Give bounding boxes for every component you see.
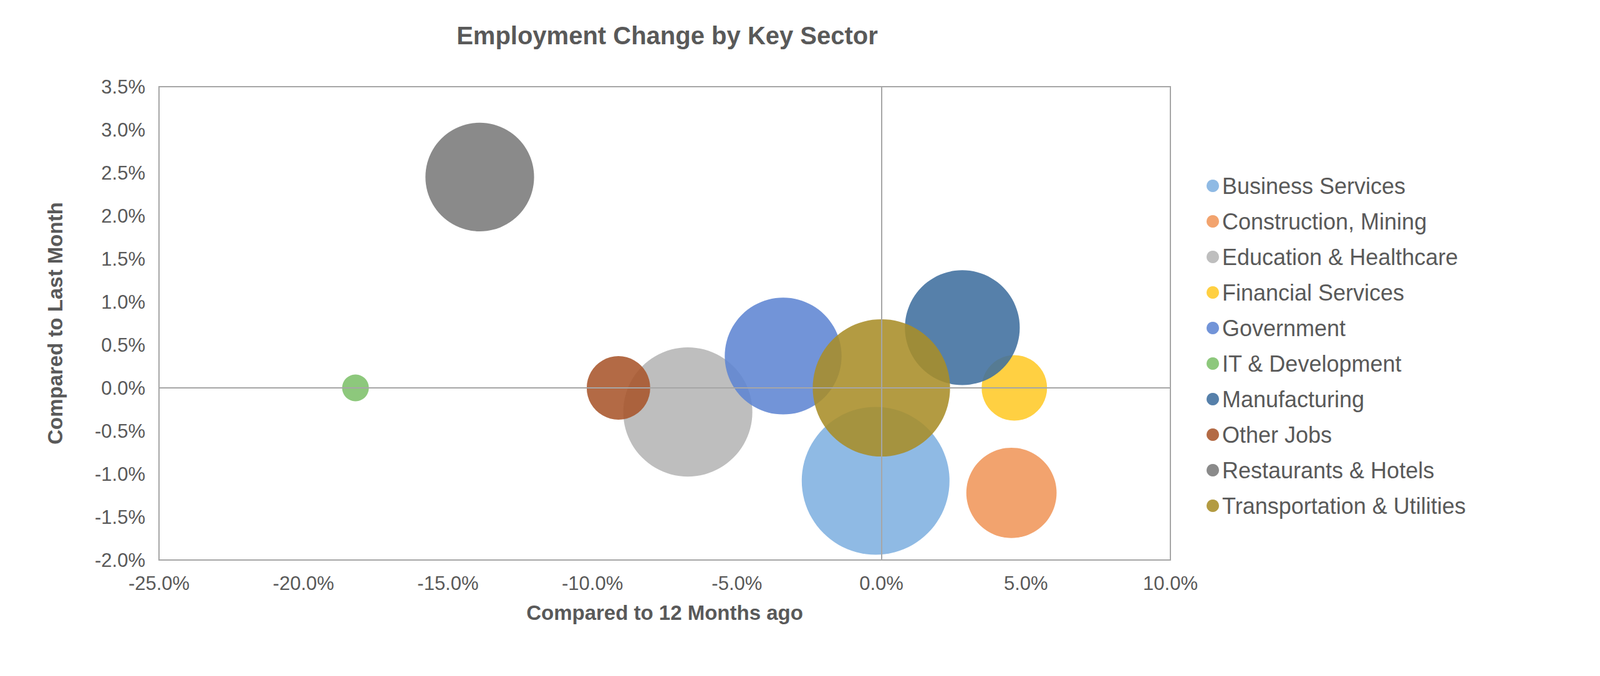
svg-text:-2.0%: -2.0% bbox=[94, 549, 146, 572]
svg-text:IT & Development: IT & Development bbox=[1222, 351, 1402, 377]
svg-text:1.0%: 1.0% bbox=[101, 291, 146, 314]
svg-text:Compared to 12 Months ago: Compared to 12 Months ago bbox=[526, 601, 804, 625]
svg-text:Government: Government bbox=[1222, 315, 1346, 342]
svg-text:Business Services: Business Services bbox=[1222, 173, 1406, 199]
svg-text:Manufacturing: Manufacturing bbox=[1222, 386, 1365, 413]
svg-text:5.0%: 5.0% bbox=[1003, 572, 1049, 595]
svg-text:-1.5%: -1.5% bbox=[94, 506, 146, 529]
svg-text:3.5%: 3.5% bbox=[101, 76, 146, 98]
svg-text:Compared to Last Month: Compared to Last Month bbox=[43, 202, 67, 445]
svg-text:10.0%: 10.0% bbox=[1142, 572, 1198, 595]
svg-text:Education & Healthcare: Education & Healthcare bbox=[1222, 244, 1458, 270]
svg-text:-5.0%: -5.0% bbox=[711, 572, 762, 595]
svg-text:0.0%: 0.0% bbox=[101, 377, 146, 400]
svg-text:-25.0%: -25.0% bbox=[128, 572, 190, 595]
svg-text:-10.0%: -10.0% bbox=[561, 572, 623, 595]
svg-text:Restaurants & Hotels: Restaurants & Hotels bbox=[1222, 457, 1435, 484]
svg-text:Employment Change by Key Secto: Employment Change by Key Sector bbox=[456, 21, 878, 50]
svg-text:Construction, Mining: Construction, Mining bbox=[1222, 208, 1427, 235]
svg-text:-1.0%: -1.0% bbox=[94, 463, 146, 486]
svg-text:2.5%: 2.5% bbox=[101, 162, 146, 184]
svg-text:-20.0%: -20.0% bbox=[273, 572, 335, 595]
svg-text:3.0%: 3.0% bbox=[101, 119, 146, 141]
svg-text:-0.5%: -0.5% bbox=[94, 420, 146, 443]
svg-text:Transportation & Utilities: Transportation & Utilities bbox=[1222, 493, 1466, 519]
svg-text:2.0%: 2.0% bbox=[101, 205, 146, 227]
svg-text:0.5%: 0.5% bbox=[101, 334, 146, 357]
svg-text:-15.0%: -15.0% bbox=[417, 572, 479, 595]
svg-text:0.0%: 0.0% bbox=[859, 572, 904, 595]
svg-text:1.5%: 1.5% bbox=[101, 248, 146, 270]
svg-text:Financial Services: Financial Services bbox=[1222, 279, 1405, 306]
svg-text:Other Jobs: Other Jobs bbox=[1222, 422, 1332, 448]
